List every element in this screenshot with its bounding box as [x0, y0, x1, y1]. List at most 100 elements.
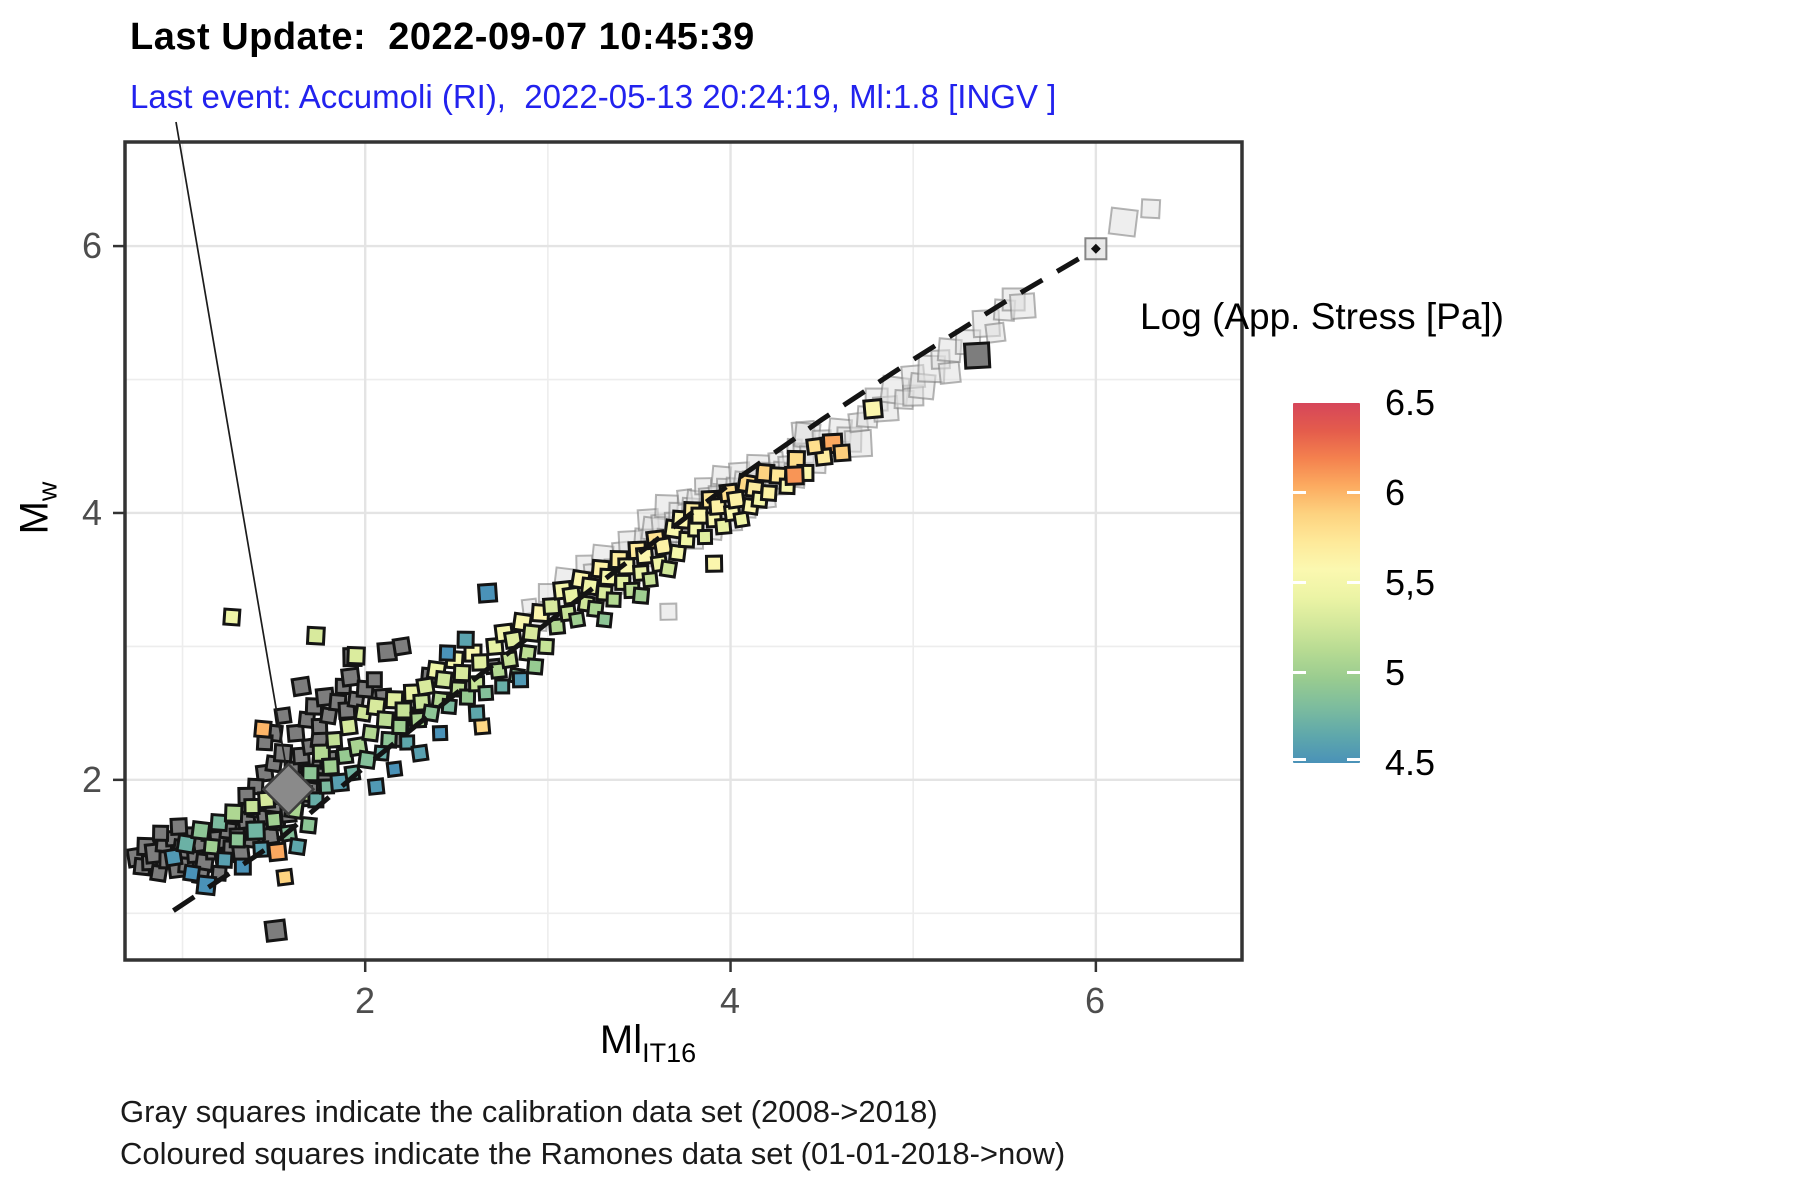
ramones-coloured-point	[525, 657, 545, 676]
colorbar-tick	[1293, 581, 1306, 584]
ramones-coloured-point	[209, 812, 229, 833]
ramones-coloured-point	[163, 846, 184, 868]
ramones-coloured-point	[470, 653, 490, 672]
ramones-coloured-point	[361, 723, 381, 743]
x-tick-4: 4	[719, 980, 741, 1021]
ramones-coloured-point	[456, 630, 475, 649]
calibration-point	[937, 360, 962, 385]
ramones-gray-point	[340, 666, 362, 688]
colorbar-tick	[1347, 758, 1360, 761]
end-marker-dot-icon	[1090, 243, 1101, 254]
ramones-coloured-point	[243, 797, 261, 816]
ramones-coloured-point	[605, 591, 622, 608]
ramones-coloured-point	[541, 596, 562, 616]
ramones-coloured-point	[253, 719, 273, 739]
ramones-coloured-point	[537, 637, 555, 656]
ramones-gray-point	[391, 636, 413, 657]
ramones-coloured-point	[299, 815, 318, 835]
ramones-coloured-point	[321, 757, 340, 776]
colorbar-tick	[1347, 581, 1360, 584]
colorbar-tick	[1347, 491, 1360, 494]
y-axis-title-sub: w	[32, 481, 63, 502]
calibration-point	[659, 602, 678, 621]
ramones-coloured-point	[202, 837, 221, 856]
ramones-coloured-point	[301, 764, 320, 783]
x-axis-title: MlIT16	[600, 1018, 696, 1069]
colorbar-label-6.5: 6.5	[1385, 382, 1436, 423]
ramones-coloured-point	[467, 704, 486, 723]
ramones-coloured-point	[438, 644, 457, 662]
ramones-coloured-point	[415, 676, 436, 697]
ramones-coloured-point	[452, 663, 472, 683]
ramones-coloured-point	[267, 841, 288, 863]
ramones-coloured-point	[631, 586, 651, 605]
ramones-coloured-point	[458, 688, 477, 706]
colorbar-label-5.5: 5,5	[1385, 562, 1436, 603]
x-axis-title-main: Ml	[599, 1018, 643, 1062]
ramones-gray-point	[151, 824, 170, 842]
ramones-coloured-point	[595, 610, 614, 629]
colorbar-tick	[1293, 491, 1306, 494]
last-update-title: Last Update: 2022-09-07 10:45:39	[130, 16, 755, 58]
ramones-coloured-point	[275, 867, 295, 887]
x-tick-6: 6	[1084, 980, 1106, 1021]
ramones-coloured-point	[222, 607, 242, 627]
ramones-coloured-point	[228, 831, 246, 849]
ramones-coloured-point	[264, 810, 284, 830]
colorbar-label-6: 6	[1385, 472, 1406, 513]
ramones-coloured-point	[641, 570, 659, 589]
ramones-coloured-point	[658, 559, 679, 579]
ramones-coloured-point	[832, 443, 852, 463]
ramones-coloured-point	[518, 643, 538, 663]
ramones-coloured-point	[759, 483, 778, 503]
ramones-coloured-point	[175, 833, 198, 855]
last-event-subtitle: Last event: Accumoli (RI), 2022-05-13 20…	[130, 78, 1057, 115]
ramones-coloured-point	[394, 701, 413, 720]
ramones-coloured-point	[182, 863, 202, 883]
ramones-gray-point	[290, 675, 313, 698]
ramones-coloured-point	[356, 749, 378, 771]
ramones-coloured-point	[494, 678, 511, 695]
x-axis-title-sub: IT16	[642, 1038, 697, 1068]
ramones-coloured-point	[431, 724, 449, 742]
ramones-gray-point	[365, 671, 383, 689]
ramones-coloured-point	[714, 517, 733, 536]
plot-panel-border	[123, 140, 1244, 962]
ramones-coloured-point	[288, 836, 308, 857]
x-tick-2: 2	[354, 980, 376, 1021]
ramones-coloured-point	[325, 730, 344, 749]
ramones-coloured-point	[391, 717, 409, 736]
y-tick-4: 4	[81, 492, 102, 533]
caption-calibration: Gray squares indicate the calibration da…	[120, 1094, 938, 1129]
ramones-coloured-point	[732, 510, 751, 529]
ramones-gray-point	[962, 341, 992, 370]
ramones-coloured-point	[399, 734, 416, 751]
ramones-coloured-point	[190, 819, 212, 842]
last-event-diamond-icon	[261, 762, 316, 816]
y-axis-title: Mw	[13, 482, 64, 535]
y-tick-2: 2	[81, 759, 102, 800]
ramones-coloured-point	[366, 777, 386, 796]
ramones-coloured-point	[476, 582, 499, 604]
ramones-coloured-point	[215, 850, 234, 869]
colorbar-label-4.5: 4.5	[1385, 742, 1436, 783]
ramones-coloured-point	[346, 645, 366, 666]
ramones-coloured-point	[567, 610, 587, 629]
ramones-coloured-point	[521, 623, 542, 643]
ramones-coloured-point	[704, 554, 724, 573]
ramones-coloured-point	[245, 820, 266, 841]
ramones-coloured-point	[410, 743, 430, 763]
ramones-gray-point	[286, 723, 306, 743]
colorbar-tick	[1293, 758, 1306, 761]
ramones-gray-point	[263, 918, 288, 943]
caption-ramones: Coloured squares indicate the Ramones da…	[120, 1136, 1066, 1171]
calibration-point	[984, 321, 1007, 344]
colorbar-tick	[1293, 671, 1306, 674]
ramones-coloured-point	[223, 803, 244, 824]
ramones-coloured-point	[385, 760, 404, 779]
y-tick-6: 6	[81, 225, 102, 266]
colorbar-label-5: 5	[1385, 652, 1406, 693]
ramones-coloured-point	[784, 465, 805, 486]
